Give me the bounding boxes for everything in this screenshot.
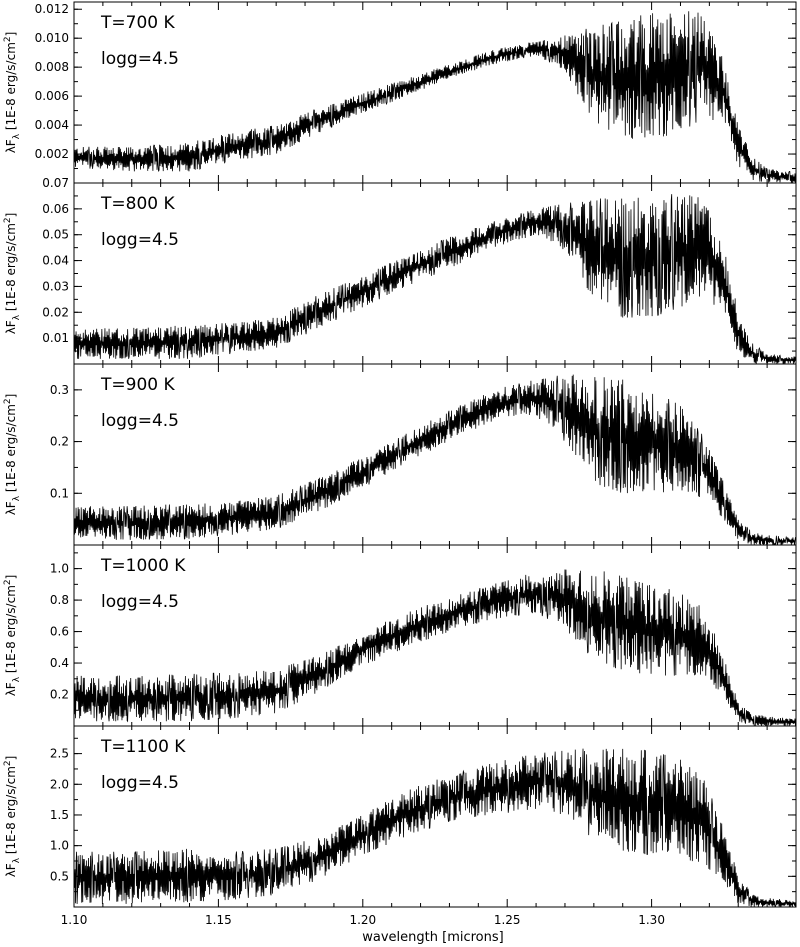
spectrum-line-3 bbox=[74, 374, 796, 545]
spectrum-line-4 bbox=[74, 569, 796, 726]
y-tick-label: 1.0 bbox=[50, 562, 69, 576]
y-axis-label: λFλ [1E-8 erg/s/cm2] bbox=[3, 575, 22, 697]
panel-temperature-label: T=900 K bbox=[100, 375, 175, 395]
y-tick-label: 0.2 bbox=[50, 435, 69, 449]
panels-layer: 0.002 0.004 0.006 0.008 0.010 0.012 T=700 K log… bbox=[3, 1, 797, 908]
x-axis-label: wavelength [microns] bbox=[362, 930, 503, 945]
y-tick-label: 0.2 bbox=[50, 688, 69, 702]
panel-temperature-label: T=700 K bbox=[100, 13, 175, 33]
spectrum-line-5 bbox=[74, 748, 796, 907]
y-tick-label: 1.0 bbox=[50, 839, 69, 853]
y-tick-label: 0.002 bbox=[35, 147, 69, 161]
spectrum-panel-3: 0.1 0.2 0.3 T=900 K logg=4.5 λFλ [1E-8 erg/s/… bbox=[3, 363, 797, 546]
y-tick-label: 0.012 bbox=[35, 2, 69, 16]
y-tick-label: 0.07 bbox=[42, 176, 69, 190]
y-tick-label: 2.5 bbox=[50, 747, 69, 761]
y-tick-label: 0.010 bbox=[35, 31, 69, 45]
y-axis-label: λFλ [1E-8 erg/s/cm2] bbox=[3, 756, 22, 878]
panel-frame bbox=[73, 725, 797, 908]
panel-gravity-label: logg=4.5 bbox=[101, 592, 179, 612]
y-tick-label: 0.8 bbox=[50, 593, 69, 607]
y-tick-label: 0.4 bbox=[50, 656, 69, 670]
spectrum-panel-2: 0.01 0.02 0.03 0.04 0.05 0.06 0.07 T=800 K logg=… bbox=[3, 176, 797, 365]
panel-temperature-label: T=1100 K bbox=[100, 737, 186, 757]
panel-gravity-label: logg=4.5 bbox=[101, 230, 179, 250]
y-tick-label: 0.6 bbox=[50, 625, 69, 639]
y-tick-label: 0.05 bbox=[42, 228, 69, 242]
y-tick-label: 0.03 bbox=[42, 279, 69, 293]
y-tick-label: 0.1 bbox=[50, 486, 69, 500]
y-axis-label: λFλ [1E-8 erg/s/cm2] bbox=[3, 394, 22, 516]
spectrum-panel-5: 0.5 1.0 1.5 2.0 2.5 T=1100 K logg=4.5 λFλ [1E-8… bbox=[3, 725, 797, 908]
y-axis-label: λFλ [1E-8 erg/s/cm2] bbox=[3, 32, 22, 154]
y-tick-label: 0.006 bbox=[35, 89, 69, 103]
y-axis-label: λFλ [1E-8 erg/s/cm2] bbox=[3, 213, 22, 335]
panel-gravity-label: logg=4.5 bbox=[101, 773, 179, 793]
spectrum-panel-4: 0.2 0.4 0.6 0.8 1.0 T=1000 K logg=4.5 λFλ [1E-8… bbox=[3, 544, 797, 727]
y-tick-label: 2.0 bbox=[50, 777, 69, 791]
y-tick-label: 0.5 bbox=[50, 869, 69, 883]
x-tick-label: 1.15 bbox=[205, 913, 232, 927]
y-tick-label: 0.04 bbox=[42, 254, 69, 268]
y-tick-label: 0.06 bbox=[42, 202, 69, 216]
spectrum-panel-1: 0.002 0.004 0.006 0.008 0.010 0.012 T=700 K log… bbox=[3, 1, 797, 184]
y-tick-label: 0.3 bbox=[50, 383, 69, 397]
x-tick-label: 1.25 bbox=[494, 913, 521, 927]
spectrum-line-1 bbox=[74, 11, 796, 183]
x-tick-label: 1.10 bbox=[61, 913, 88, 927]
spectrum-line-2 bbox=[74, 194, 796, 364]
y-tick-label: 0.01 bbox=[42, 331, 69, 345]
shared-x-axis: 1.10 1.15 1.20 1.25 1.30 bbox=[61, 913, 665, 927]
panel-temperature-label: T=800 K bbox=[100, 194, 175, 214]
x-tick-label: 1.20 bbox=[349, 913, 376, 927]
y-tick-label: 0.004 bbox=[35, 118, 69, 132]
x-tick-label: 1.30 bbox=[638, 913, 665, 927]
y-tick-label: 1.5 bbox=[50, 808, 69, 822]
y-tick-label: 0.008 bbox=[35, 60, 69, 74]
panel-gravity-label: logg=4.5 bbox=[101, 49, 179, 69]
panel-gravity-label: logg=4.5 bbox=[101, 411, 179, 431]
panel-temperature-label: T=1000 K bbox=[100, 556, 186, 576]
y-tick-label: 0.02 bbox=[42, 305, 69, 319]
